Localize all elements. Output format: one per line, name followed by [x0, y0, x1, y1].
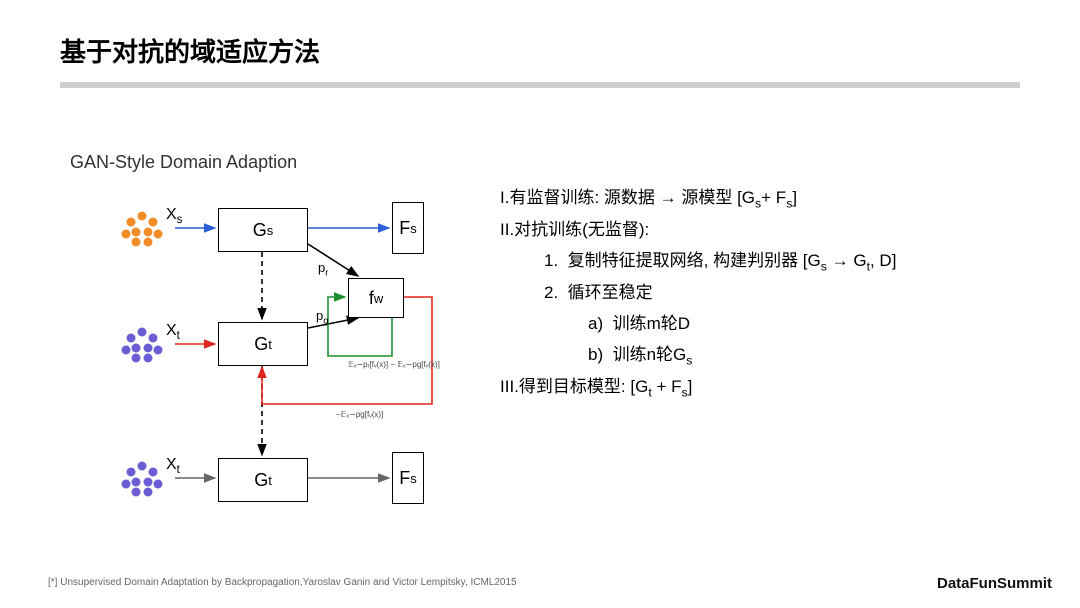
step-2-1-c: , D] — [870, 251, 896, 270]
page-title: 基于对抗的域适应方法 — [60, 32, 320, 69]
step-3-prefix: III. — [500, 377, 519, 396]
node-gs: Gs — [218, 208, 308, 252]
step-3: III.得到目标模型: [Gt + Fs] — [500, 373, 1060, 403]
step-2-2a-text: 训练m轮D — [613, 314, 690, 333]
step-1-a: 有监督训练: 源数据 → 源模型 [G — [509, 188, 755, 207]
step-1-b: + F — [761, 188, 786, 207]
cluster-label-xt2: Xt — [166, 456, 180, 476]
step-2-2b-prefix: b) — [588, 345, 603, 364]
step-2-1: 1. 复制特征提取网络, 构建判别器 [Gs → Gt, D] — [500, 247, 1060, 277]
step-2-2: 2. 循环至稳定 — [500, 279, 1060, 308]
step-2-2-text: 循环至稳定 — [568, 283, 653, 302]
gan-diagram: Gs Gt Gt Fs Fs fw Xs Xt Xt pr pg 𝔼ₓ∼pᵣ[f… — [60, 182, 480, 522]
step-2-1-prefix: 1. — [544, 251, 558, 270]
step-2-2b-sub-a: s — [686, 353, 692, 367]
steps-list: I.有监督训练: 源数据 → 源模型 [Gs+ Fs] II.对抗训练(无监督)… — [500, 182, 1060, 405]
formula-1: 𝔼ₓ∼pᵣ[fᵥ(x)] − 𝔼ₓ∼pg[fᵥ(x)] — [348, 360, 440, 369]
brand: DataFunSummit — [937, 575, 1052, 592]
step-2: II.对抗训练(无监督): — [500, 216, 1060, 245]
step-3-b: + F — [652, 377, 682, 396]
step-2-text: 对抗训练(无监督): — [514, 220, 649, 239]
step-2-2b-a: 训练n轮G — [613, 345, 687, 364]
step-2-1-b: → G — [827, 251, 867, 270]
node-fw: fw — [348, 278, 404, 318]
step-2-prefix: II. — [500, 220, 514, 239]
label-pg: pg — [316, 308, 328, 326]
label-pr: pr — [318, 260, 328, 278]
step-1-c: ] — [792, 188, 797, 207]
step-1: I.有监督训练: 源数据 → 源模型 [Gs+ Fs] — [500, 184, 1060, 214]
step-3-a: 得到目标模型: [G — [519, 377, 648, 396]
step-2-2a: a) 训练m轮D — [500, 310, 1060, 339]
cluster-label-xt1: Xt — [166, 322, 180, 342]
title-divider — [60, 82, 1020, 88]
cluster-label-xs: Xs — [166, 206, 182, 226]
step-2-1-a: 复制特征提取网络, 构建判别器 [G — [568, 251, 821, 270]
node-fs: Fs — [392, 202, 424, 254]
citation: [*] Unsupervised Domain Adaptation by Ba… — [48, 577, 517, 588]
node-gt: Gt — [218, 322, 308, 366]
node-gt2: Gt — [218, 458, 308, 502]
step-2-2b: b) 训练n轮Gs — [500, 341, 1060, 371]
node-fs2: Fs — [392, 452, 424, 504]
step-3-c: ] — [688, 377, 693, 396]
step-2-2a-prefix: a) — [588, 314, 603, 333]
formula-2: −𝔼ₓ∼pg[fᵥ(x)] — [336, 410, 383, 419]
step-2-2-prefix: 2. — [544, 283, 558, 302]
diagram-subtitle: GAN-Style Domain Adaption — [70, 152, 297, 173]
